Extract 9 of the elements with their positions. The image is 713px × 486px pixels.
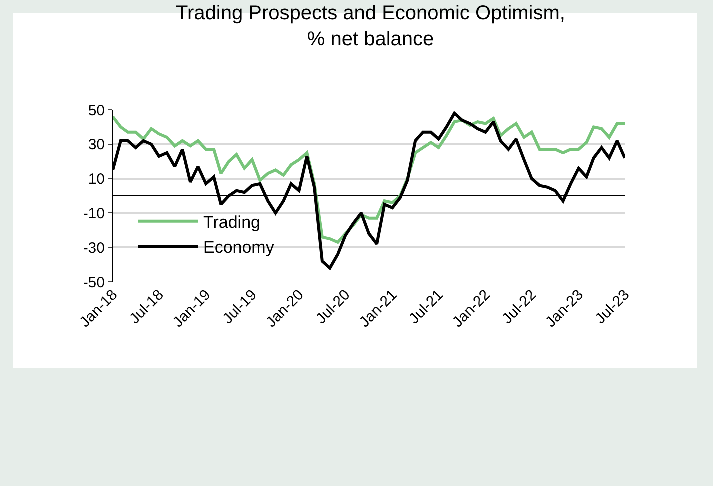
y-tick-label: -50 (83, 274, 105, 292)
y-tick-label: -30 (83, 240, 105, 257)
chart-title: Trading Prospects and Economic Optimism, % net balance (176, 2, 566, 50)
y-tick-label: 30 (88, 136, 105, 154)
legend-label: Economy (203, 238, 275, 258)
y-tick-label: 10 (88, 171, 105, 188)
y-tick-label: 50 (88, 102, 105, 120)
legend-label: Trading (203, 212, 260, 232)
y-tick-label: -10 (83, 205, 105, 222)
